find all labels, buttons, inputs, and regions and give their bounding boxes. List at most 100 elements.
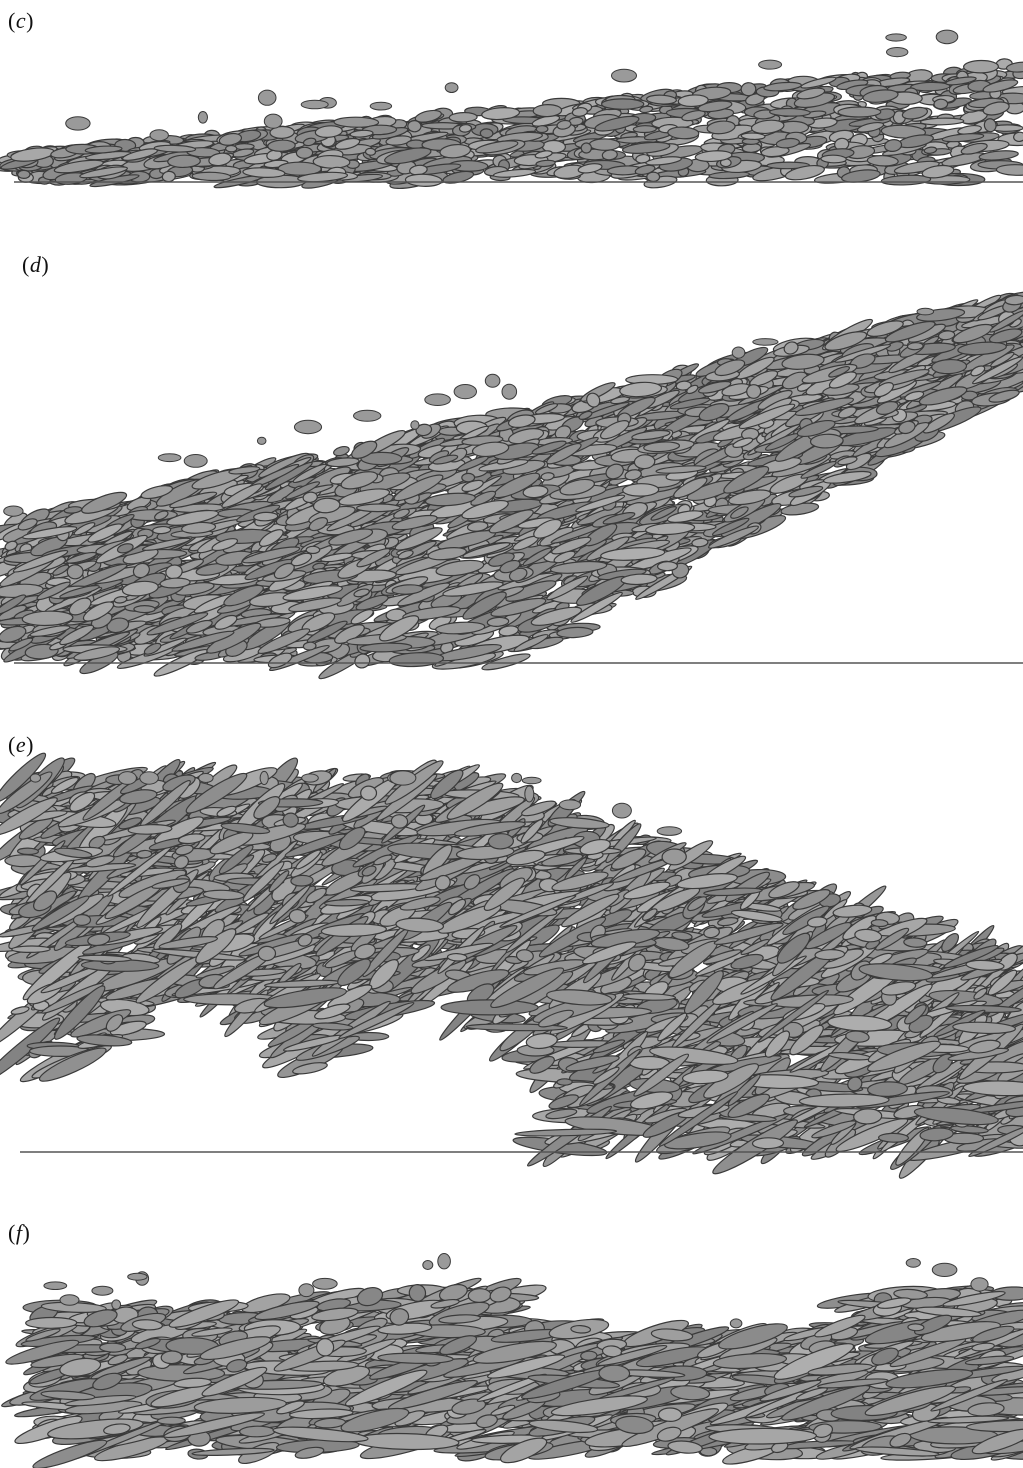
- vortex-structure: [415, 423, 433, 437]
- vortex-structure: [391, 514, 438, 531]
- vortex-structure-detached: [444, 82, 459, 93]
- vortex-structure-detached: [501, 383, 518, 400]
- vortex-structure: [461, 479, 484, 493]
- vortex-structure: [141, 537, 191, 551]
- vortex-structure: [66, 564, 84, 580]
- vortex-structure: [796, 419, 836, 438]
- vortex-structure: [359, 642, 413, 653]
- vortex-structure-detached: [484, 373, 501, 388]
- vortex-structure: [945, 76, 977, 86]
- vortex-structure: [639, 105, 654, 114]
- vortex-structure: [282, 585, 343, 602]
- panel-c-isosurface: [0, 29, 1023, 190]
- vortex-structure: [530, 606, 583, 626]
- vortex-structure: [766, 161, 810, 170]
- vortex-structure: [488, 509, 534, 534]
- vortex-structure: [599, 420, 630, 440]
- vortex-structure: [884, 139, 903, 152]
- vortex-structure: [600, 547, 666, 561]
- vortex-structure: [732, 437, 754, 449]
- vortex-structure: [545, 1108, 578, 1120]
- panel-c-svg: [0, 29, 1023, 190]
- vortex-structure: [553, 550, 576, 564]
- vortex-structure: [588, 138, 621, 151]
- vortex-structure: [475, 140, 519, 154]
- vortex-structure: [456, 455, 489, 472]
- vortex-structure: [746, 384, 762, 399]
- vortex-structure: [73, 522, 96, 536]
- vortex-structure-detached: [3, 505, 24, 517]
- vortex-structure: [750, 119, 785, 135]
- vortex-structure-detached: [935, 29, 959, 45]
- vortex-structure: [1005, 61, 1023, 73]
- vortex-structure: [586, 392, 601, 408]
- vortex-structure-detached: [916, 307, 935, 316]
- vortex-structure: [424, 492, 476, 507]
- vortex-structure: [837, 106, 882, 118]
- vortex-structure: [669, 397, 711, 410]
- vortex-structure: [432, 454, 459, 465]
- vortex-structure: [225, 144, 238, 153]
- vortex-structure: [988, 389, 1020, 403]
- vortex-structure: [221, 483, 263, 508]
- vortex-structure: [775, 137, 800, 149]
- vortex-structure: [577, 163, 603, 174]
- vortex-structure: [937, 330, 956, 341]
- vortex-structure: [350, 609, 374, 625]
- vortex-structure: [29, 625, 71, 637]
- vortex-structure: [535, 159, 556, 168]
- vortex-structure: [978, 150, 1019, 161]
- vortex-structure: [901, 106, 929, 120]
- vortex-structure: [404, 173, 443, 187]
- vortex-structure: [288, 597, 342, 613]
- vortex-structure: [59, 624, 95, 646]
- vortex-structure: [328, 528, 374, 546]
- vortex-structure: [223, 584, 264, 607]
- vortex-structure: [228, 466, 261, 475]
- panel-label-c: (c): [8, 8, 34, 33]
- vortex-structure: [910, 81, 951, 92]
- vortex-structure-detached: [157, 453, 182, 463]
- vortex-structure: [113, 596, 128, 604]
- vortex-structure: [462, 542, 511, 559]
- vortex-structure: [645, 156, 682, 166]
- vortex-structure: [214, 614, 238, 630]
- vortex-structure-detached: [453, 384, 477, 400]
- vortex-structure: [36, 581, 71, 601]
- vortex-structure: [442, 581, 504, 597]
- vortex-structure: [53, 159, 104, 174]
- vortex-structure: [355, 594, 389, 611]
- vortex-structure: [738, 403, 796, 430]
- vortex-structure: [385, 135, 412, 146]
- vortex-structure: [211, 538, 239, 552]
- vortex-structure-detached: [263, 113, 283, 129]
- vortex-structure: [154, 510, 169, 521]
- vortex-structure: [551, 536, 592, 555]
- vortex-structure: [461, 499, 509, 520]
- vortex-structure: [308, 517, 329, 532]
- vortex-structure-detached: [410, 420, 420, 430]
- vortex-structure: [784, 164, 825, 181]
- vortex-structure: [132, 562, 150, 579]
- vortex-structure: [559, 478, 595, 496]
- vortex-structure: [904, 390, 925, 402]
- panel-e-svg: [0, 752, 1023, 1179]
- vortex-structure: [253, 511, 279, 522]
- vortex-structure: [393, 508, 410, 519]
- vortex-structure: [875, 401, 899, 415]
- vortex-structure: [292, 463, 327, 484]
- vortex-structure: [697, 100, 733, 113]
- vortex-structure: [681, 109, 706, 122]
- vortex-structure: [781, 371, 808, 390]
- vortex-structure: [391, 584, 424, 595]
- vortex-structure: [171, 630, 235, 652]
- vortex-structure: [643, 441, 681, 453]
- vortex-structure: [479, 128, 494, 139]
- vortex-structure: [167, 154, 201, 169]
- vortex-structure: [570, 591, 623, 623]
- vortex-structure: [645, 522, 696, 536]
- vortex-structure: [379, 615, 420, 642]
- vortex-structure: [393, 474, 444, 502]
- vortex-structure-detached: [758, 59, 783, 70]
- vortex-structure: [633, 454, 656, 470]
